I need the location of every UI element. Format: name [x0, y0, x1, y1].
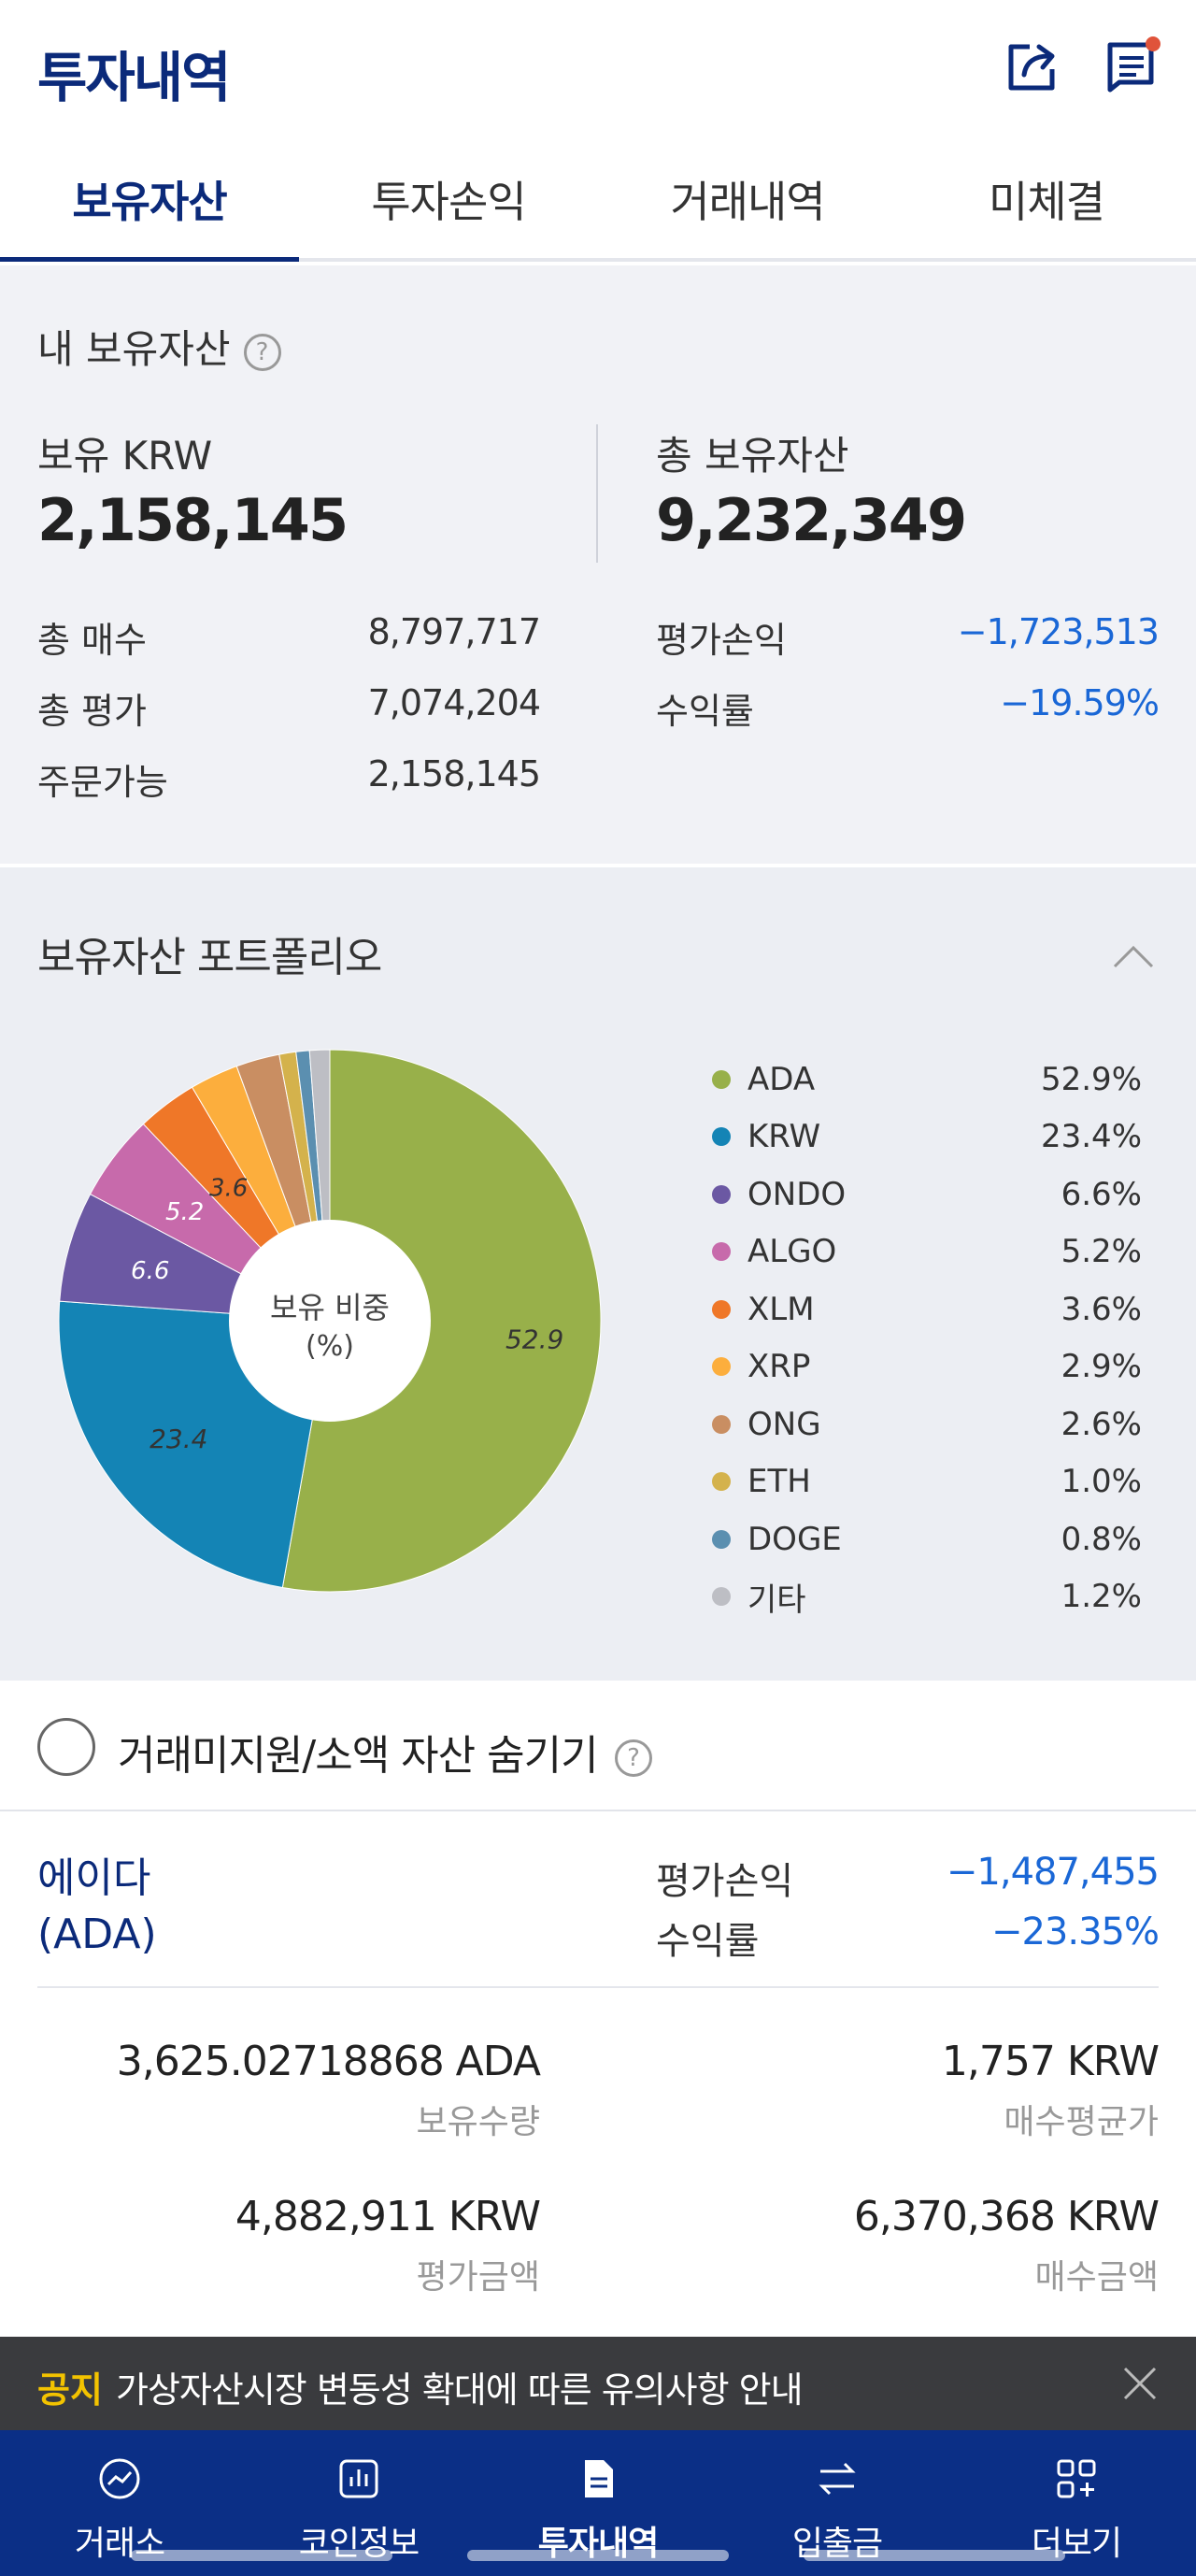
coin-info-icon: [339, 2459, 378, 2498]
legend-dot: [712, 1357, 731, 1377]
total-eval-label: 총 평가: [37, 691, 147, 732]
legend-dot: [712, 1414, 731, 1434]
legend-item-etc: 기타 1.2%: [712, 1568, 1142, 1626]
tab-transactions[interactable]: 거래내역: [670, 177, 825, 227]
legend-item-ada: ADA 52.9%: [712, 1051, 1142, 1109]
buy-amount: 6,370,368 KRW 매수금액: [853, 2193, 1160, 2297]
krw-value: 2,158,145: [37, 486, 349, 554]
orderable-value: 2,158,145: [367, 753, 541, 794]
donut-hole: [229, 1220, 431, 1422]
total-assets-value: 9,232,349: [656, 486, 967, 554]
return-rate-label: 수익률: [656, 691, 754, 732]
slice-label-algo: 5.2: [165, 1198, 204, 1226]
eval-amount: 4,882,911 KRW 평가금액: [235, 2193, 541, 2297]
total-buy-label: 총 매수: [37, 620, 147, 661]
legend-dot: [712, 1299, 731, 1319]
asset-card-ada[interactable]: 에이다 (ADA) 평가손익 −1,487,455 수익률 −23.35% 3,…: [0, 1813, 1196, 2337]
total-buy-row: 총 매수 8,797,717: [37, 611, 541, 663]
asset-pl-label: 평가손익: [656, 1860, 794, 1903]
slice-label-ada: 52.9: [505, 1324, 563, 1354]
asset-pl-row: 평가손익 −1,487,455: [656, 1851, 1160, 1905]
total-buy-value: 8,797,717: [367, 611, 541, 652]
holdings-summary: 내 보유자산? 보유 KRW 2,158,145 총 보유자산 9,232,34…: [0, 265, 1196, 864]
eval-pl-value: −1,723,513: [957, 611, 1160, 652]
portfolio-donut-chart: 보유 비중 (%) 52.9 23.4 6.6 5.2 3.6: [58, 1049, 602, 1593]
tab-open-orders[interactable]: 미체결: [989, 177, 1105, 227]
legend-item-krw: KRW 23.4%: [712, 1109, 1142, 1166]
legend-dot: [712, 1472, 731, 1492]
asset-divider: [37, 1986, 1159, 1988]
legend-item-ong: ONG 2.6%: [712, 1395, 1142, 1453]
center-label-2: (%): [306, 1330, 354, 1363]
gesture-bar-right: [804, 2550, 1065, 2561]
asset-rate-label: 수익률: [656, 1920, 760, 1963]
portfolio-title: 보유자산 포트폴리오: [37, 934, 382, 981]
tab-profit-loss[interactable]: 투자손익: [371, 177, 526, 227]
nav-more[interactable]: 더보기: [957, 2430, 1196, 2576]
tab-bar: 보유자산 투자손익 거래내역 미체결: [0, 140, 1196, 262]
notice-tag: 공지: [37, 2369, 103, 2411]
legend-item-xlm: XLM 3.6%: [712, 1281, 1142, 1338]
summary-divider: [596, 424, 598, 563]
krw-label: 보유 KRW: [37, 433, 213, 479]
page-title: 투자내역: [37, 46, 231, 109]
notice-badge-dot: [1146, 36, 1160, 51]
tab-holdings[interactable]: 보유자산: [0, 140, 299, 262]
hide-small-assets-label[interactable]: 거래미지원/소액 자산 숨기기: [118, 1732, 599, 1780]
asset-rate-row: 수익률 −23.35%: [656, 1911, 1160, 1965]
help-icon[interactable]: ?: [614, 1739, 652, 1777]
return-rate-value: −19.59%: [1000, 682, 1160, 723]
legend-item-doge: DOGE 0.8%: [712, 1510, 1142, 1568]
pie-slice-ada: [281, 1049, 602, 1593]
asset-name: 에이다 (ADA): [37, 1854, 157, 1958]
hide-small-assets-radio[interactable]: [37, 1718, 95, 1776]
legend-dot: [712, 1529, 731, 1549]
transfer-arrows-icon: [819, 2462, 856, 2496]
asset-rate-value: −23.35%: [990, 1911, 1160, 1953]
legend-item-eth: ETH 1.0%: [712, 1453, 1142, 1511]
summary-title: 내 보유자산?: [37, 318, 281, 375]
portfolio-section: 보유자산 포트폴리오 보유 비중 (%) 52.9 23.4 6.6 5.2 3…: [0, 867, 1196, 1681]
more-grid-icon: [1057, 2459, 1096, 2498]
hide-small-assets-text: 거래미지원/소액 자산 숨기기?: [118, 1722, 652, 1782]
eval-pl-label: 평가손익: [656, 620, 787, 661]
gesture-bar-center: [467, 2550, 729, 2561]
app-header: 투자내역: [0, 0, 1196, 140]
share-icon[interactable]: [1002, 36, 1061, 95]
portfolio-legend: ADA 52.9% KRW 23.4% ONDO 6.6% ALGO 5.2% XLM 3…: [712, 1051, 1142, 1625]
slice-label-krw: 23.4: [150, 1424, 207, 1454]
legend-dot: [712, 1069, 731, 1089]
gesture-bar-left: [131, 2550, 392, 2561]
center-label-1: 보유 비중: [270, 1290, 390, 1325]
asset-pl-value: −1,487,455: [946, 1851, 1160, 1894]
avg-buy-price: 1,757 KRW 매수평균가: [941, 2038, 1160, 2141]
exchange-chart-icon: [99, 2458, 140, 2499]
chevron-up-icon[interactable]: [1112, 942, 1155, 970]
total-assets-label: 총 보유자산: [656, 433, 849, 479]
total-eval-value: 7,074,204: [367, 682, 541, 723]
notice-message[interactable]: 가상자산시장 변동성 확대에 따른 유의사항 안내: [116, 2369, 804, 2411]
legend-item-ondo: ONDO 6.6%: [712, 1166, 1142, 1224]
slice-label-xlm: 3.6: [209, 1174, 248, 1202]
orderable-row: 주문가능 2,158,145: [37, 753, 541, 805]
notice-bar[interactable]: 공지 가상자산시장 변동성 확대에 따른 유의사항 안내: [0, 2337, 1196, 2430]
slice-label-ondo: 6.6: [131, 1257, 169, 1285]
notice-icon[interactable]: [1103, 36, 1162, 95]
document-icon: [585, 2460, 613, 2497]
hide-small-assets-row: 거래미지원/소액 자산 숨기기?: [0, 1682, 1196, 1811]
legend-dot: [712, 1127, 731, 1147]
orderable-label: 주문가능: [37, 762, 168, 803]
legend-item-algo: ALGO 5.2%: [712, 1224, 1142, 1281]
holding-quantity: 3,625.02718868 ADA 보유수량: [116, 2038, 541, 2141]
eval-pl-row: 평가손익 −1,723,513: [656, 611, 1160, 663]
legend-dot: [712, 1587, 731, 1607]
total-eval-row: 총 평가 7,074,204: [37, 682, 541, 734]
legend-dot: [712, 1184, 731, 1204]
help-icon[interactable]: ?: [243, 333, 281, 371]
return-rate-row: 수익률 −19.59%: [656, 682, 1160, 734]
legend-dot: [712, 1242, 731, 1262]
close-icon[interactable]: [1121, 2365, 1159, 2402]
legend-item-xrp: XRP 2.9%: [712, 1338, 1142, 1396]
